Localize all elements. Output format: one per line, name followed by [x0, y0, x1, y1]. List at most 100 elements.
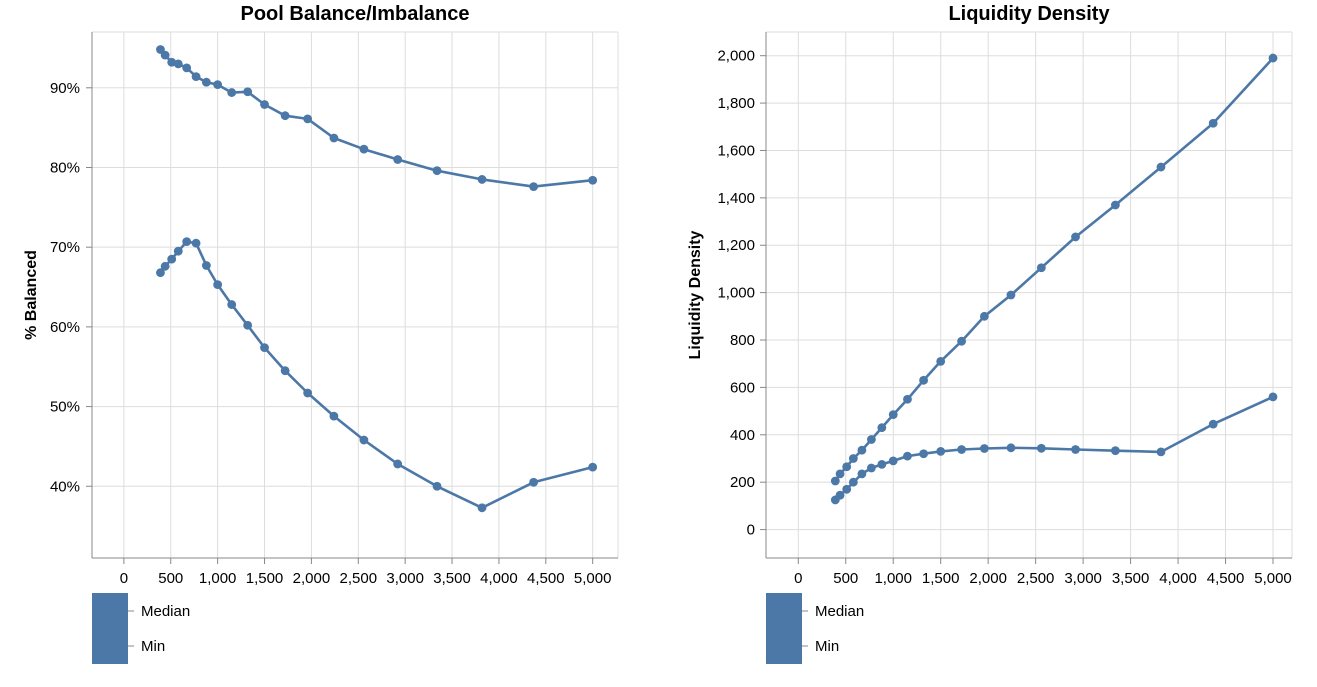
x-tick-label: 5,000	[1254, 570, 1292, 587]
data-point	[903, 394, 912, 404]
data-point	[857, 445, 867, 455]
data-point	[160, 50, 170, 60]
data-point	[227, 88, 237, 97]
data-point	[191, 238, 201, 248]
y-tick-label: 50%	[50, 399, 80, 416]
data-point	[213, 80, 223, 89]
data-point	[1156, 162, 1166, 172]
data-point	[173, 59, 183, 69]
y-tick-label: 1,600	[717, 142, 755, 159]
data-point	[260, 100, 269, 109]
data-point	[359, 435, 369, 445]
y-tick-label: 800	[730, 332, 755, 349]
y-tick-label: 400	[730, 427, 755, 444]
data-point	[842, 462, 852, 472]
x-tick-label: 3,500	[433, 570, 471, 587]
legend-label: Min	[815, 638, 839, 655]
chart-pool-balance: Pool Balance/Imbalance % Balanced 0 500 1,…	[23, 3, 619, 664]
series-line	[159, 240, 594, 510]
data-point	[936, 446, 946, 456]
data-point	[866, 463, 876, 473]
data-point	[866, 435, 876, 444]
data-point	[857, 469, 867, 479]
y-tick-label: 40%	[50, 478, 80, 495]
chart-liquidity-density: Liquidity Density Liquidity Density 0 500…	[687, 3, 1293, 664]
y-tick-label: 70%	[50, 239, 80, 256]
data-point	[167, 254, 177, 264]
data-point	[477, 503, 487, 513]
y-tick-label: 0	[747, 522, 755, 539]
data-point	[393, 155, 403, 164]
data-point	[243, 320, 253, 330]
x-tick-label: 5,000	[574, 570, 612, 587]
data-point	[173, 246, 183, 256]
x-tick-label: 2,500	[340, 570, 378, 587]
x-tick-label: 500	[833, 570, 858, 587]
x-tick-label: 1,500	[922, 570, 960, 587]
y-tick-label: 1,200	[717, 237, 755, 254]
y-tick-label: 80%	[50, 159, 80, 176]
x-tick-label: 1,500	[246, 570, 284, 587]
data-point	[160, 261, 170, 271]
data-point	[1156, 447, 1166, 457]
data-point	[588, 175, 598, 185]
series-line	[834, 57, 1274, 482]
data-point	[979, 444, 989, 453]
series-line	[159, 48, 593, 188]
data-point	[191, 72, 201, 82]
data-point	[1006, 290, 1016, 300]
series-line	[834, 395, 1274, 501]
data-point	[260, 343, 269, 352]
data-point	[888, 410, 898, 420]
legend: Median Min	[92, 593, 190, 664]
data-point	[848, 477, 858, 487]
legend-swatch	[766, 593, 802, 629]
data-point	[432, 166, 442, 176]
legend: Median Min	[766, 593, 864, 664]
data-point	[529, 182, 539, 192]
data-point	[329, 411, 339, 421]
series-min	[830, 392, 1278, 505]
data-point	[329, 133, 339, 143]
chart-title: Pool Balance/Imbalance	[241, 3, 470, 25]
y-tick-label: 1,000	[717, 285, 755, 302]
x-tick-label: 1,000	[874, 570, 912, 587]
data-point	[303, 114, 313, 124]
data-point	[1111, 446, 1120, 456]
data-point	[877, 423, 887, 433]
data-point	[182, 63, 192, 73]
y-tick-label: 2,000	[717, 48, 755, 65]
data-point	[1071, 445, 1080, 454]
x-tick-label: 4,000	[480, 570, 518, 587]
data-point	[842, 484, 852, 494]
data-point	[201, 261, 211, 270]
legend-swatch	[92, 628, 128, 664]
legend-label: Median	[141, 603, 190, 620]
data-point	[280, 366, 290, 376]
x-tick-label: 1,000	[199, 570, 237, 587]
data-point	[888, 456, 898, 466]
series-min	[156, 237, 598, 513]
data-point	[477, 175, 487, 184]
legend-swatch	[92, 593, 128, 629]
x-tick-label: 500	[158, 570, 183, 587]
data-point	[903, 451, 912, 461]
y-axis-label: Liquidity Density	[687, 230, 704, 359]
data-point	[280, 111, 290, 121]
data-point	[359, 144, 369, 154]
y-tick-label: 200	[730, 474, 755, 491]
data-point	[167, 57, 177, 67]
y-tick-label: 600	[730, 379, 755, 396]
data-point	[1036, 443, 1046, 453]
grid	[92, 31, 619, 558]
data-point	[1268, 53, 1278, 63]
legend-swatch	[766, 628, 802, 664]
y-tick-label: 90%	[50, 80, 80, 97]
data-point	[243, 87, 253, 97]
series-median	[156, 45, 598, 192]
data-point	[588, 462, 598, 472]
y-tick-label: 1,800	[717, 95, 755, 112]
x-tick-label: 4,500	[1207, 570, 1245, 587]
data-point	[529, 477, 539, 487]
